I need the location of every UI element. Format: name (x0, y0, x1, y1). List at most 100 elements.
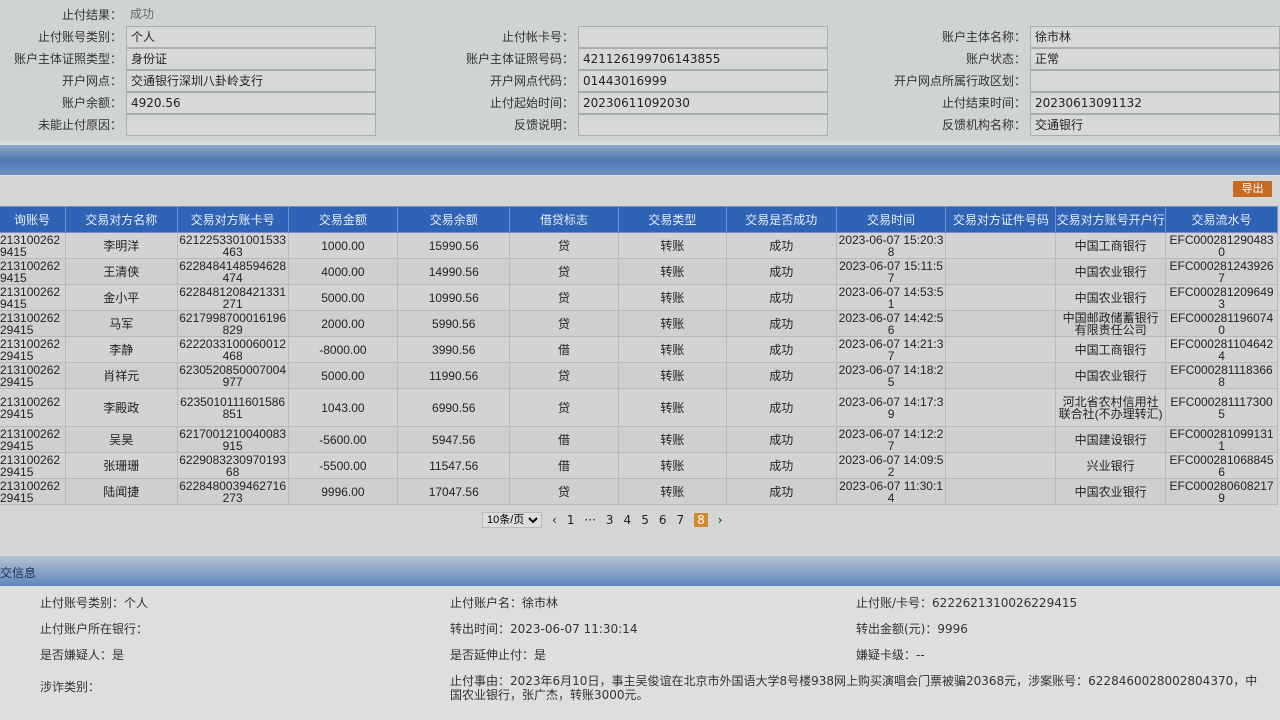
table-cell: 成功 (725, 284, 837, 311)
column-header[interactable]: 交易类型 (617, 206, 727, 233)
page-button[interactable]: 3 (605, 513, 614, 527)
field-label: 开户网点： (61, 74, 122, 88)
table-cell: 中国邮政储蓄银行有限责任公司 (1055, 310, 1167, 337)
column-header[interactable]: 交易时间 (835, 206, 947, 233)
column-header[interactable]: 交易对方账卡号 (176, 206, 289, 233)
table-cell: 213100262 29415 (0, 388, 66, 427)
table-cell: 中国工商银行 (1055, 232, 1167, 259)
column-header[interactable]: 交易对方证件号码 (945, 206, 1057, 233)
page-button[interactable]: 4 (623, 513, 632, 527)
stop-reason: 止付事由：2023年6月10日，事主吴俊谊在北京市外国语大学8号楼938网上购买… (450, 674, 1258, 702)
column-header[interactable]: 借贷标志 (509, 206, 619, 233)
table-cell: 3990.56 (397, 336, 511, 363)
table-row[interactable]: 213100262 29415 马军 6217998700016196829 2000… (0, 310, 1278, 337)
stop-payment-info: 涉诈类别： 止付事由：2023年6月10日，事主吴俊谊在北京市外国语大学8号楼9… (0, 586, 1280, 720)
table-cell: 11547.56 (397, 452, 511, 479)
field-value: 20230611092030 (578, 92, 828, 114)
table-cell: 213100262 29415 (0, 362, 66, 389)
field-value: 徐市林 (1030, 26, 1280, 48)
table-cell (945, 478, 1057, 505)
table-cell: 贷 (509, 478, 619, 505)
table-cell: 2000.00 (287, 310, 399, 337)
prev-page-button[interactable]: ‹ (552, 513, 557, 527)
table-cell (945, 362, 1057, 389)
table-row[interactable]: 213100262 29415 肖祥元 6230520850007004977 500… (0, 362, 1278, 389)
table-cell: 转账 (617, 336, 727, 363)
table-cell (945, 258, 1057, 285)
table-row[interactable]: 213100262 29415 张珊珊 622908323097019368 -550… (0, 452, 1278, 479)
pagination: 10条/页 ‹ 1 ··· 3 4 5 6 7 8 › (482, 512, 723, 528)
table-cell: 转账 (617, 232, 727, 259)
table-cell: 6230520850007004977 (176, 362, 289, 389)
table-cell: 中国农业银行 (1055, 258, 1167, 285)
info-field: 止付账/卡号：6222621310026229415 (856, 596, 1078, 610)
page-button[interactable]: 7 (676, 513, 685, 527)
page-button[interactable]: 5 (641, 513, 649, 527)
table-row[interactable]: 213100262 9415 王清侠 6228484148594628474 4000… (0, 258, 1278, 285)
page-button[interactable]: 1 (566, 513, 575, 527)
table-row[interactable]: 213100262 29415 李殿政 6235010111601586851 104… (0, 388, 1278, 427)
table-cell: 贷 (509, 362, 619, 389)
table-cell: 6217998700016196829 (176, 310, 289, 337)
table-cell: 转账 (617, 388, 727, 427)
field-label: 反馈机构名称： (941, 118, 1026, 132)
table-cell (945, 310, 1057, 337)
field-value: 交通银行 (1030, 114, 1280, 136)
next-page-button[interactable]: › (717, 513, 723, 527)
field-label: 开户网点所属行政区划： (893, 74, 1026, 88)
table-cell: EFC0002806082179 (1165, 478, 1278, 505)
column-header[interactable]: 交易余额 (397, 206, 511, 233)
page-button[interactable]: 6 (658, 513, 667, 527)
info-field: 嫌疑卡级：-- (856, 648, 925, 662)
table-row[interactable]: 213100262 29415 陆闻捷 6228480039462716273 999… (0, 478, 1278, 505)
column-header[interactable]: 询账号 (0, 206, 66, 233)
field-label: 账户主体名称： (941, 30, 1026, 44)
table-row[interactable]: 213100262 9415 金小平 6228481208421331271 5000… (0, 284, 1278, 311)
table-row[interactable]: 213100262 29415 吴昊 6217001210040083915 -560… (0, 426, 1278, 453)
field-value: 个人 (126, 26, 376, 48)
info-field: 止付账户所在银行： (40, 622, 149, 636)
transaction-table: 询账号 交易对方名称 交易对方账卡号 交易金额 交易余额 借贷标志 交易类型 交易是否成功 交易… (0, 206, 1278, 505)
table-cell: 金小平 (64, 284, 178, 311)
column-header[interactable]: 交易对方名称 (64, 206, 178, 233)
fraud-category-label: 涉诈类别： (40, 680, 101, 694)
table-cell: 贷 (509, 258, 619, 285)
table-cell: 成功 (725, 426, 837, 453)
table-cell: 转账 (617, 426, 727, 453)
column-header[interactable]: 交易对方账号开户行 (1055, 206, 1167, 233)
summary-row: 账户主体证照类型： 身份证 账户主体证照号码： 421126199706143855 账… (0, 48, 1280, 70)
table-cell: 贷 (509, 388, 619, 427)
page-size-select[interactable]: 10条/页 (482, 512, 542, 528)
table-cell: 中国工商银行 (1055, 336, 1167, 363)
field-value: 20230613091132 (1030, 92, 1280, 114)
table-cell: 成功 (725, 232, 837, 259)
table-cell: 2023-06-07 15:11:57 (835, 258, 947, 285)
column-header[interactable]: 交易金额 (287, 206, 399, 233)
table-cell: 李明洋 (64, 232, 178, 259)
table-cell: 中国建设银行 (1055, 426, 1167, 453)
column-header[interactable]: 交易流水号 (1165, 206, 1278, 233)
table-cell: 成功 (725, 362, 837, 389)
table-cell (945, 388, 1057, 427)
table-cell: EFC0002811183668 (1165, 362, 1278, 389)
table-cell: 9996.00 (287, 478, 399, 505)
table-cell: -5500.00 (287, 452, 399, 479)
table-cell: 成功 (725, 310, 837, 337)
table-row[interactable]: 213100262 9415 李明洋 6212253301001533463 1000… (0, 232, 1278, 259)
page-button[interactable]: ··· (584, 513, 596, 527)
field-value: 01443016999 (578, 70, 828, 92)
table-row[interactable]: 213100262 29415 李静 6222033100060012468 -800… (0, 336, 1278, 363)
table-cell: 2023-06-07 11:30:14 (835, 478, 947, 505)
table-cell (945, 232, 1057, 259)
column-header[interactable]: 交易是否成功 (725, 206, 837, 233)
field-value (578, 26, 828, 48)
page-button[interactable]: 8 (694, 513, 708, 527)
table-cell (945, 452, 1057, 479)
table-cell: 1043.00 (287, 388, 399, 427)
field-label: 反馈说明： (513, 118, 574, 132)
table-cell: 6222033100060012468 (176, 336, 289, 363)
table-cell: 兴业银行 (1055, 452, 1167, 479)
export-button[interactable]: 导出 (1233, 181, 1272, 197)
field-value (126, 114, 376, 136)
table-cell: 转账 (617, 478, 727, 505)
